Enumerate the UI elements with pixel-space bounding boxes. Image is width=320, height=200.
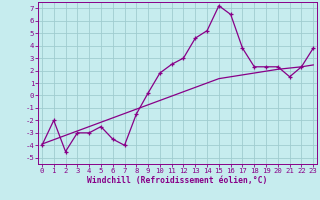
X-axis label: Windchill (Refroidissement éolien,°C): Windchill (Refroidissement éolien,°C): [87, 176, 268, 185]
